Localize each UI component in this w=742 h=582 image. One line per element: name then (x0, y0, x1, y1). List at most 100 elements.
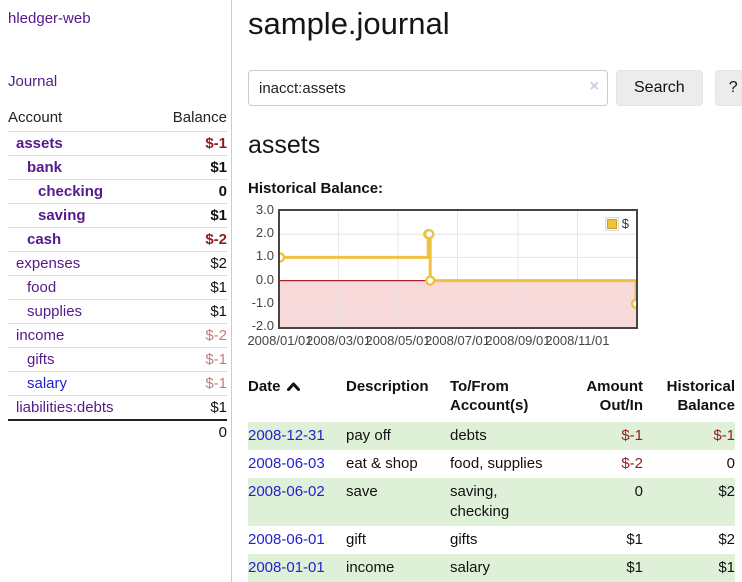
account-row: supplies $1 (8, 299, 227, 324)
chart-plot-area[interactable]: $ (278, 209, 638, 329)
account-link-expenses[interactable]: expenses (16, 255, 81, 272)
account-balance: $-1 (205, 351, 227, 368)
account-balance: $-1 (205, 135, 227, 152)
transaction-amount: $-2 (621, 455, 643, 472)
account-row: assets $-1 (8, 131, 227, 156)
account-balance: $1 (210, 399, 227, 416)
transactions-table: Date Description To/From Account(s) Amou… (248, 375, 735, 582)
transaction-amount: $1 (626, 531, 643, 548)
x-axis-tick-label: 2008/07/01 (424, 333, 491, 348)
accounts-table-body: assets $-1 bank $1 checking 0 saving $1 cash $-2 e… (8, 131, 227, 421)
account-row: salary $-1 (8, 371, 227, 396)
legend-swatch (604, 216, 619, 231)
help-button[interactable]: ? (714, 70, 742, 106)
transaction-description: gift (346, 531, 367, 548)
x-axis-tick-label: 2008/09/01 (485, 333, 551, 348)
account-link-food[interactable]: food (27, 279, 57, 296)
transaction-amount: $1 (626, 559, 643, 576)
chart-title: Historical Balance: (248, 180, 384, 197)
transaction-balance: $2 (718, 483, 735, 500)
sidebar-item-journal[interactable]: Journal (8, 73, 58, 90)
transaction-date-link[interactable]: 2008-06-03 (248, 455, 325, 472)
account-balance: $-2 (205, 231, 227, 248)
x-axis-tick-label: 2008/03/01 (305, 333, 372, 348)
transaction-date-link[interactable]: 2008-01-01 (248, 559, 325, 576)
account-row: food $1 (8, 275, 227, 300)
accounts-table: Account Balance assets $-1 bank $1 checking 0… (8, 107, 227, 444)
transaction-date-link[interactable]: 2008-06-02 (248, 483, 325, 500)
transaction-balance: $2 (718, 531, 735, 548)
account-link-assets[interactable]: assets (16, 135, 63, 152)
account-page-title: assets (248, 131, 321, 159)
balance-chart-svg (280, 211, 636, 327)
account-link-gifts[interactable]: gifts (27, 351, 55, 368)
date-column-header[interactable]: Date (248, 375, 346, 422)
transaction-row: 2008-12-31 pay off debts $-1 $-1 (248, 422, 735, 450)
page-title: sample.journal (248, 6, 450, 41)
accounts-total-row: 0 (8, 420, 227, 444)
balance-column-header: Balance (172, 109, 227, 126)
transaction-balance: $1 (718, 559, 735, 576)
account-row: expenses $2 (8, 251, 227, 276)
transaction-accounts: food, supplies (450, 455, 543, 472)
account-balance: $1 (210, 279, 227, 296)
main-content: sample.journal × Search ? assets Histori… (232, 0, 742, 582)
account-link-bank[interactable]: bank (27, 159, 63, 176)
transaction-description: eat & shop (346, 455, 418, 472)
transaction-row: 2008-06-03 eat & shop food, supplies $-2 0 (248, 450, 735, 478)
transaction-description: save (346, 483, 378, 500)
y-axis-tick-label: 3.0 (255, 202, 274, 217)
sidebar: hledger-web Journal Account Balance asse… (0, 0, 232, 582)
account-link-checking[interactable]: checking (38, 183, 104, 200)
account-balance: $1 (210, 159, 227, 176)
y-axis-tick-label: -1.0 (251, 294, 274, 310)
account-row: gifts $-1 (8, 347, 227, 372)
account-row: income $-2 (8, 323, 227, 348)
account-link-saving[interactable]: saving (38, 207, 86, 224)
chart-point[interactable] (630, 298, 636, 309)
historical-balance-chart[interactable]: 3.0 2.0 1.0 0.0 -1.0 -2.0 2008/01/01 2008/03/01… (247, 202, 728, 353)
account-link-salary[interactable]: salary (27, 375, 68, 392)
transaction-row: 2008-06-02 save saving, checking 0 $2 (248, 478, 735, 526)
account-balance: $-2 (205, 327, 227, 344)
transaction-row: 2008-01-01 income salary $1 $1 (248, 554, 735, 582)
account-row: checking 0 (8, 179, 227, 204)
description-column-header[interactable]: Description (346, 378, 429, 395)
search-input[interactable] (248, 70, 608, 106)
y-axis-tick-label: -2.0 (251, 318, 274, 333)
account-row: saving $1 (8, 203, 227, 228)
account-link-liabilities-debts[interactable]: liabilities:debts (16, 399, 114, 416)
account-balance: 0 (218, 183, 227, 200)
transaction-accounts: debts (450, 427, 487, 444)
transactions-table-body: 2008-12-31 pay off debts $-1 $-1 2008-06-03 ea… (248, 422, 735, 582)
chart-point[interactable] (425, 275, 436, 286)
account-row: cash $-2 (8, 227, 227, 252)
search-button[interactable]: Search (616, 70, 703, 106)
account-link-cash[interactable]: cash (27, 231, 62, 248)
app-title-link[interactable]: hledger-web (8, 10, 91, 27)
accounts-table-header: Account Balance (8, 107, 227, 132)
x-axis-tick-label: 2008/05/01 (365, 333, 431, 348)
transaction-accounts: salary (450, 559, 491, 576)
transaction-amount: $-1 (621, 427, 643, 444)
transaction-description: pay off (346, 427, 391, 444)
y-axis-tick-label: 2.0 (255, 225, 274, 241)
chart-point[interactable] (424, 229, 435, 240)
transaction-date-link[interactable]: 2008-06-01 (248, 531, 325, 548)
legend-label: $ (621, 216, 629, 231)
amount-column-header[interactable]: Amount Out/In (586, 378, 643, 414)
account-link-supplies[interactable]: supplies (27, 303, 83, 320)
chart-point[interactable] (280, 252, 286, 263)
sort-ascending-icon (286, 377, 300, 396)
clear-search-icon[interactable]: × (589, 78, 599, 95)
transaction-accounts: saving, checking (450, 483, 510, 520)
account-column-header: Account (8, 109, 63, 126)
transaction-row: 2008-06-01 gift gifts $1 $2 (248, 526, 735, 554)
transaction-date-link[interactable]: 2008-12-31 (248, 427, 325, 444)
balance-column-header-txn[interactable]: Historical Balance (666, 378, 735, 414)
transaction-balance: $-1 (713, 427, 735, 444)
account-link-income[interactable]: income (16, 327, 65, 344)
accounts-column-header[interactable]: To/From Account(s) (450, 378, 529, 414)
account-balance: $2 (210, 255, 227, 272)
